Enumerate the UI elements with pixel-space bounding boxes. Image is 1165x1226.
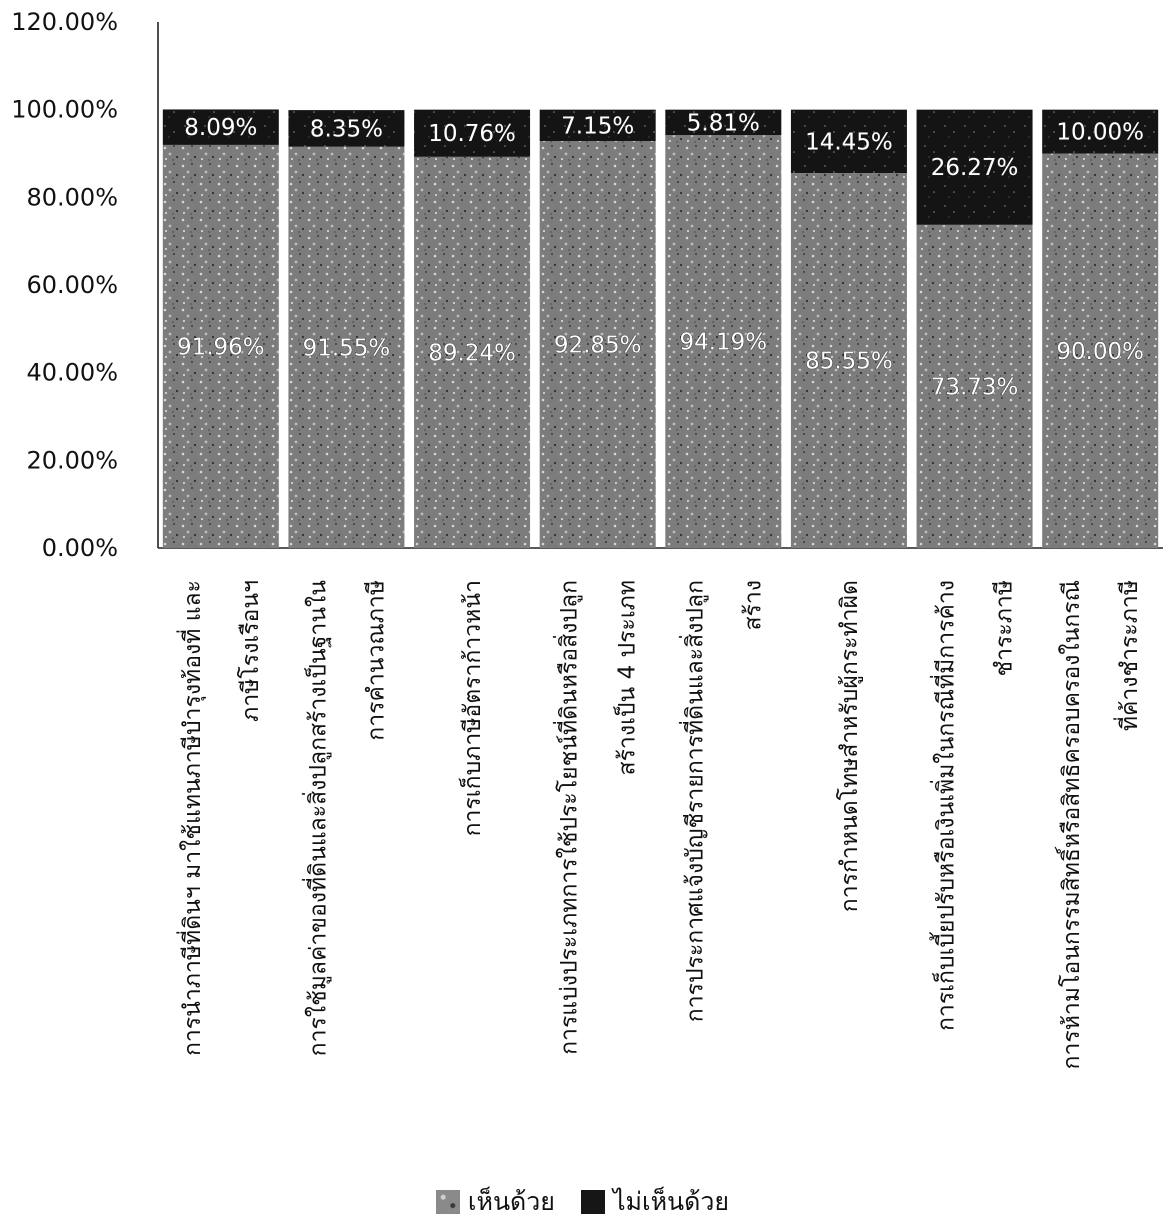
data-label-disagree: 10.76% [428, 121, 516, 147]
y-tick-label: 100.00% [11, 96, 118, 124]
y-axis: 0.00% 20.00% 40.00% 60.00% 80.00% 100.00% 120.… [11, 8, 1163, 562]
data-label-agree: 73.73% [931, 374, 1019, 400]
x-category-label-line: การแบ่งประเภทการใช้ประโยชน์ที่ดินหรือสิ่… [553, 580, 583, 1055]
bar-disagree [1042, 109, 1159, 154]
bar-disagree [539, 109, 656, 142]
x-category-label-line: การเก็บเบี้ยปรับหรือเงินเพิ่มในกรณีที่มี… [930, 580, 960, 1031]
legend-item-disagree: ไม่เห็นด้วย [580, 1182, 730, 1222]
legend: เห็นด้วย ไม่เห็นด้วย [0, 1182, 1165, 1222]
x-category-label-line: สร้าง [740, 580, 766, 631]
x-category-label-line: การคำนวณภาษี [363, 580, 389, 741]
x-category-label-line: ที่ค้างชำระภาษี [1113, 580, 1143, 731]
stacked-bar-chart: 0.00% 20.00% 40.00% 60.00% 80.00% 100.00% 120.… [11, 8, 1163, 1070]
x-category-label-line: การนำภาษีที่ดินฯ มาใช้แทนภาษีบำรุงท้องที… [176, 580, 206, 1056]
bar-disagree [162, 109, 279, 145]
bar-agree [1042, 153, 1159, 548]
bar-agree [162, 144, 279, 548]
bar-agree [539, 141, 656, 548]
bars [162, 109, 1159, 549]
data-label-disagree: 5.81% [687, 110, 760, 136]
data-label-agree: 85.55% [805, 349, 893, 375]
x-category-label: การเก็บเบี้ยปรับหรือเงินเพิ่มในกรณีที่มี… [930, 580, 1018, 1031]
bar-agree [916, 224, 1033, 548]
y-tick-label: 40.00% [26, 359, 118, 387]
x-category-label: การแบ่งประเภทการใช้ประโยชน์ที่ดินหรือสิ่… [553, 580, 641, 1055]
y-tick-label: 80.00% [26, 183, 118, 211]
data-label-agree: 91.55% [303, 335, 391, 361]
bar-disagree [288, 110, 405, 147]
data-label-agree: 90.00% [1056, 339, 1144, 365]
data-label-agree: 92.85% [554, 333, 642, 359]
bar-agree [414, 156, 531, 548]
bar-disagree [916, 109, 1033, 225]
data-label-disagree: 7.15% [561, 113, 634, 139]
x-category-label-line: ภาษีโรงเรือนฯ [237, 580, 264, 722]
bar-agree [288, 146, 405, 549]
bar-disagree [790, 109, 907, 174]
y-tick-label: 120.00% [11, 8, 118, 36]
y-tick-label: 20.00% [26, 446, 118, 474]
x-category-label: การเก็บภาษีอัตราก้าวหน้า [457, 580, 486, 836]
x-category-label-line: การใช้มูลค่าของที่ดินและสิ่งปลูกสร้างเป็… [301, 580, 331, 1057]
legend-label-disagree: ไม่เห็นด้วย [612, 1187, 730, 1216]
x-category-label: การประกาศแจ้งบัญชีรายการที่ดินและสิ่งปลู… [678, 580, 766, 1022]
x-category-label: การห้ามโอนกรรมสิทธิ์หรือสิทธิครอบครองในก… [1054, 580, 1143, 1069]
x-category-label-line: การห้ามโอนกรรมสิทธิ์หรือสิทธิครอบครองในก… [1054, 580, 1085, 1069]
bar-agree [665, 135, 782, 548]
x-category-label: การกำหนดโทษสำหรับผู้กระทำผิด [836, 580, 863, 912]
legend-swatch-disagree [580, 1190, 605, 1214]
x-category-label-line: การเก็บภาษีอัตราก้าวหน้า [457, 580, 486, 836]
x-category-label: การใช้มูลค่าของที่ดินและสิ่งปลูกสร้างเป็… [301, 580, 389, 1057]
data-label-disagree: 8.35% [310, 116, 383, 142]
legend-label-agree: เห็นด้วย [467, 1187, 555, 1216]
data-label-disagree: 8.09% [184, 115, 257, 141]
bar-agree [790, 173, 907, 548]
data-label-agree: 91.96% [177, 334, 265, 360]
x-category-label: การนำภาษีที่ดินฯ มาใช้แทนภาษีบำรุงท้องที… [176, 580, 264, 1056]
data-label-disagree: 10.00% [1056, 120, 1144, 146]
data-labels: 91.96% 8.09% 91.55% 8.35% 89.24% 10.76% 92.85%… [177, 110, 1145, 401]
y-tick-label: 60.00% [26, 271, 118, 299]
bar-disagree [665, 109, 782, 136]
legend-item-agree: เห็นด้วย [435, 1182, 555, 1222]
x-category-label-line: การประกาศแจ้งบัญชีรายการที่ดินและสิ่งปลู… [678, 580, 708, 1022]
data-label-disagree: 26.27% [931, 155, 1019, 181]
category-labels: การนำภาษีที่ดินฯ มาใช้แทนภาษีบำรุงท้องที… [176, 580, 1143, 1070]
data-label-disagree: 14.45% [805, 129, 893, 155]
data-label-agree: 94.19% [679, 330, 767, 356]
data-label-agree: 89.24% [428, 340, 516, 366]
y-tick-label: 0.00% [42, 534, 118, 562]
bar-disagree [414, 109, 531, 157]
x-category-label-line: การกำหนดโทษสำหรับผู้กระทำผิด [836, 580, 863, 912]
x-category-label-line: ชำระภาษี [992, 580, 1018, 676]
legend-swatch-agree [435, 1190, 460, 1214]
x-category-label-line: สร้างเป็น 4 ประเภท [612, 580, 641, 775]
